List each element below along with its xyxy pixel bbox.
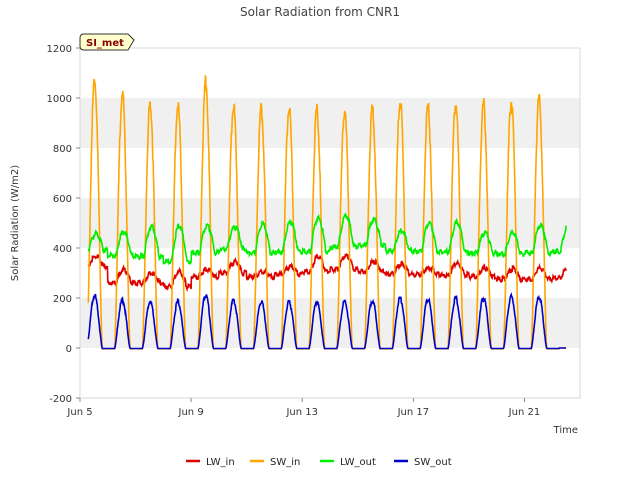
y-tick-label: 1200 [47,44,72,55]
y-axis-ticks: -200 0 200 400 600 800 1000 1200 [47,44,80,405]
legend-label: SW_in [270,457,300,468]
y-tick-label: -200 [49,394,72,405]
x-tick-label: Jun 5 [66,407,92,418]
chart-title: Solar Radiation from CNR1 [240,5,400,19]
x-tick-label: Jun 21 [508,407,541,418]
legend: LW_in SW_in LW_out SW_out [186,457,452,468]
x-tick-label: Jun 9 [178,407,204,418]
y-tick-label: 0 [66,344,72,355]
y-tick-label: 200 [53,294,72,305]
legend-label: LW_out [340,457,376,468]
badge-shape [79,33,135,51]
y-axis-title: Solar Radiation (W/m2) [10,165,21,281]
series-line-lw-in [87,252,567,293]
site-badge: SI_met [79,33,135,51]
x-axis-title: Time [553,425,578,436]
legend-label: SW_out [414,457,452,468]
plot-frame [79,47,581,399]
grid-band [80,98,580,148]
y-tick-label: 600 [53,194,72,205]
y-tick-label: 400 [53,244,72,255]
x-tick-label: Jun 13 [285,407,318,418]
legend-label: LW_in [206,457,235,468]
y-tick-label: 800 [53,144,72,155]
badge-label: SI_met [86,38,124,49]
grid-band [80,298,580,348]
series-line-sw-out [87,292,567,350]
series-lines [87,74,567,350]
y-tick-label: 1000 [47,94,72,105]
background-bands [80,98,580,348]
x-axis-ticks: Jun 5 Jun 9 Jun 13 Jun 17 Jun 21 [66,398,540,418]
x-tick-label: Jun 17 [397,407,430,418]
grid-band [80,198,580,248]
series-line-lw-out [87,212,567,266]
